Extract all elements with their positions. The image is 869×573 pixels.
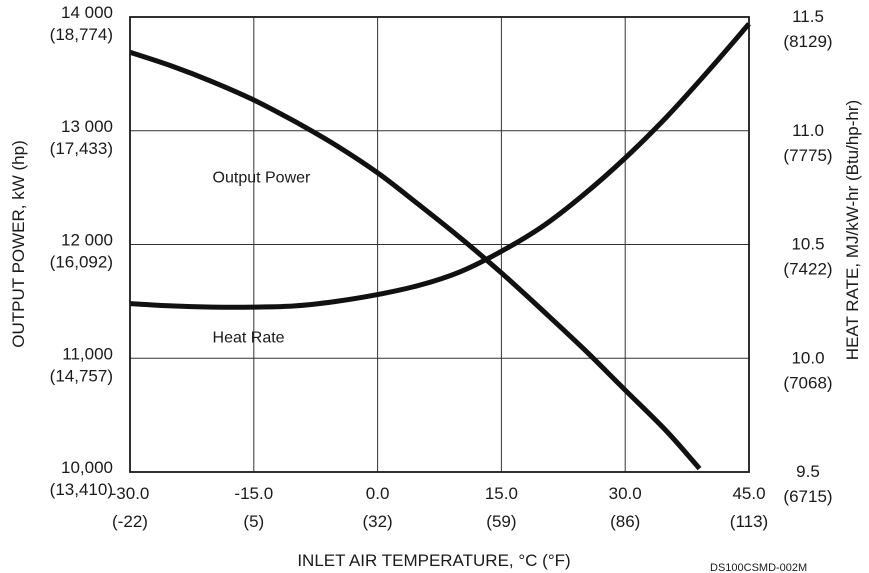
y-left-tick-label: 12 000 [61, 231, 113, 250]
y-left-axis-title: OUTPUT POWER, kW (hp) [9, 140, 28, 347]
y-right-axis-title: HEAT RATE, MJ/kW-hr (Btu/hp-hr) [843, 100, 862, 360]
y-left-tick-sublabel: (17,433) [50, 139, 113, 158]
y-right-tick-sublabel: (7422) [783, 260, 832, 279]
y-left-tick-sublabel: (18,774) [50, 25, 113, 44]
y-right-tick-label: 11.0 [792, 121, 824, 140]
series-line-heat-rate [129, 22, 751, 310]
x-tick-label: 0.0 [366, 484, 390, 503]
y-left-tick-label: 13 000 [61, 117, 113, 136]
y-left-tick-sublabel: (14,757) [50, 366, 113, 385]
x-tick-labels: -30.0 (-22) -15.0 (5) 0.0 (32) 15.0 (59) 30.0 (86… [111, 484, 769, 531]
x-tick-sublabel: (-22) [112, 512, 148, 531]
y-left-tick-sublabel: (13,410) [50, 480, 113, 499]
y-left-tick-labels: 14 000 (18,774) 13 000 (17,433) 12 000 (16,09… [50, 3, 113, 499]
series-labels: Output Power Heat Rate [213, 169, 311, 346]
x-axis-title: INLET AIR TEMPERATURE, °C (°F) [297, 551, 570, 570]
series-line-output-power [129, 49, 702, 471]
x-tick-sublabel: (86) [610, 512, 640, 531]
x-tick-label: 30.0 [609, 484, 642, 503]
figure-id-note: DS100CSMD-002M [710, 562, 807, 573]
y-right-tick-sublabel: (8129) [783, 32, 832, 51]
plot-frame [129, 16, 750, 473]
series-label-output-power: Output Power [213, 169, 311, 186]
y-right-tick-label: 10.5 [791, 235, 824, 254]
y-right-tick-label: 9.5 [796, 462, 820, 481]
y-left-tick-label: 14 000 [61, 3, 113, 22]
x-tick-label: -15.0 [234, 484, 273, 503]
y-right-tick-labels: 11.5 (8129) 11.0 (7775) 10.5 (7422) 10.0 (7068)… [783, 7, 832, 506]
y-right-tick-sublabel: (7068) [783, 373, 832, 392]
y-left-tick-sublabel: (16,092) [50, 253, 113, 272]
x-tick-sublabel: (113) [730, 512, 768, 531]
x-tick-label: 15.0 [485, 484, 518, 503]
y-left-tick-label: 11,000 [62, 344, 113, 363]
series-label-heat-rate: Heat Rate [213, 330, 285, 347]
x-tick-sublabel: (32) [362, 512, 392, 531]
x-tick-sublabel: (59) [486, 512, 516, 531]
y-right-tick-sublabel: (7775) [783, 146, 832, 165]
y-right-tick-sublabel: (6715) [783, 487, 832, 506]
y-left-tick-label: 10,000 [61, 458, 113, 477]
y-right-tick-label: 10.0 [791, 348, 824, 367]
x-tick-label: -30.0 [111, 484, 150, 503]
series-lines [129, 22, 751, 471]
y-right-tick-label: 11.5 [792, 7, 824, 26]
x-tick-label: 45.0 [732, 484, 765, 503]
x-tick-sublabel: (5) [243, 512, 264, 531]
